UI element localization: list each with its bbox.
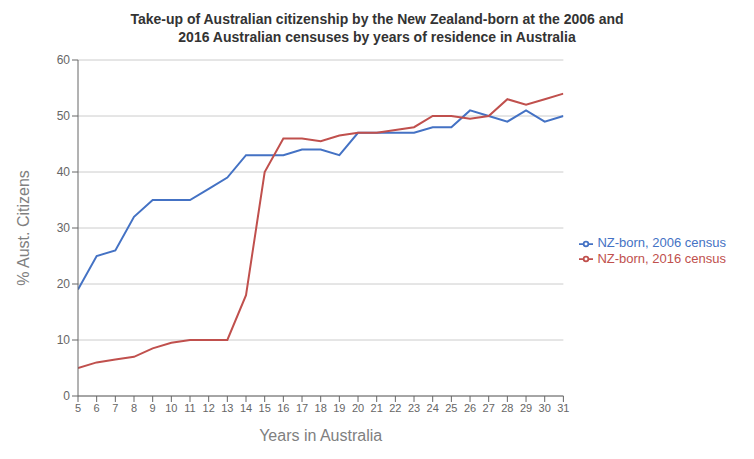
svg-text:26: 26	[464, 402, 476, 414]
svg-text:10: 10	[165, 402, 177, 414]
svg-text:16: 16	[277, 402, 289, 414]
svg-text:12: 12	[203, 402, 215, 414]
svg-text:18: 18	[315, 402, 327, 414]
html-text:Take-up of Australian citizens: Take-up of Australian citizenship by the…	[130, 11, 624, 27]
svg-text:27: 27	[483, 402, 495, 414]
html-text:NZ-born, 2016 census: NZ-born, 2016 census	[597, 250, 726, 266]
svg-text:10: 10	[57, 333, 71, 347]
html-text:2016 Australian censuses by ye: 2016 Australian censuses by years of res…	[178, 29, 576, 45]
svg-text:24: 24	[427, 402, 439, 414]
svg-text:50: 50	[57, 109, 71, 123]
html-text:NZ-born, 2006 census: NZ-born, 2006 census	[597, 234, 726, 250]
svg-text:22: 22	[389, 402, 401, 414]
svg-text:Years in Australia: Years in Australia	[259, 427, 382, 444]
svg-text:20: 20	[57, 277, 71, 291]
svg-text:% Aust. Citizens: % Aust. Citizens	[15, 170, 32, 286]
svg-text:14: 14	[240, 402, 252, 414]
svg-text:20: 20	[352, 402, 364, 414]
svg-text:8: 8	[131, 402, 137, 414]
svg-text:23: 23	[408, 402, 420, 414]
svg-text:17: 17	[296, 402, 308, 414]
svg-text:19: 19	[333, 402, 345, 414]
svg-text:40: 40	[57, 165, 71, 179]
svg-text:30: 30	[57, 221, 71, 235]
svg-text:13: 13	[221, 402, 233, 414]
svg-text:31: 31	[557, 402, 569, 414]
svg-text:30: 30	[539, 402, 551, 414]
svg-text:6: 6	[94, 402, 100, 414]
svg-text:60: 60	[57, 53, 71, 67]
svg-text:9: 9	[150, 402, 156, 414]
svg-text:28: 28	[501, 402, 513, 414]
svg-text:7: 7	[112, 402, 118, 414]
svg-text:29: 29	[520, 402, 532, 414]
svg-text:21: 21	[371, 402, 383, 414]
svg-text:11: 11	[184, 402, 195, 414]
svg-text:15: 15	[259, 402, 271, 414]
svg-text:25: 25	[445, 402, 457, 414]
svg-text:5: 5	[75, 402, 81, 414]
svg-text:0: 0	[63, 389, 70, 403]
